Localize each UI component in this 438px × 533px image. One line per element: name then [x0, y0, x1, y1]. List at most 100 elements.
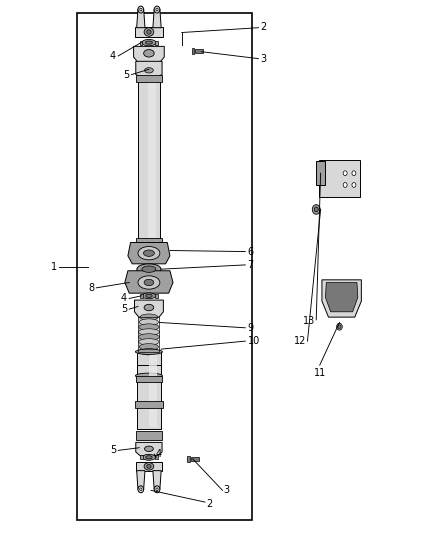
- Polygon shape: [137, 9, 145, 28]
- Bar: [135, 27, 163, 37]
- Ellipse shape: [138, 334, 159, 340]
- Ellipse shape: [144, 250, 154, 256]
- Polygon shape: [153, 9, 161, 28]
- Ellipse shape: [140, 488, 142, 490]
- Bar: [136, 376, 162, 382]
- Bar: [136, 238, 162, 245]
- Ellipse shape: [140, 349, 158, 355]
- Ellipse shape: [135, 373, 162, 378]
- Polygon shape: [134, 46, 164, 62]
- Polygon shape: [134, 300, 163, 317]
- Ellipse shape: [156, 8, 158, 11]
- Polygon shape: [322, 280, 361, 317]
- Ellipse shape: [139, 344, 159, 350]
- Bar: [187, 456, 190, 462]
- Text: 9: 9: [247, 323, 254, 333]
- Bar: [138, 317, 159, 352]
- Text: 10: 10: [247, 336, 260, 346]
- Bar: [191, 457, 199, 461]
- Text: 5: 5: [121, 304, 127, 314]
- Bar: [140, 294, 143, 298]
- Bar: [316, 161, 325, 185]
- Text: 5: 5: [123, 70, 129, 79]
- Ellipse shape: [142, 293, 155, 298]
- Ellipse shape: [135, 349, 162, 354]
- Ellipse shape: [138, 276, 160, 289]
- Text: 3: 3: [223, 486, 230, 495]
- Text: 11: 11: [314, 368, 326, 378]
- Ellipse shape: [139, 324, 159, 330]
- Ellipse shape: [144, 28, 154, 36]
- Bar: [140, 41, 142, 45]
- Ellipse shape: [352, 171, 356, 176]
- Ellipse shape: [144, 304, 154, 311]
- Ellipse shape: [352, 182, 356, 188]
- Bar: [140, 455, 143, 459]
- Ellipse shape: [138, 329, 159, 335]
- Text: 2: 2: [261, 22, 267, 31]
- Ellipse shape: [312, 205, 320, 214]
- Polygon shape: [136, 61, 162, 77]
- Ellipse shape: [144, 463, 154, 470]
- Bar: [155, 455, 158, 459]
- Polygon shape: [153, 471, 161, 489]
- Ellipse shape: [144, 50, 154, 57]
- Text: 12: 12: [294, 336, 307, 346]
- Polygon shape: [128, 243, 170, 264]
- Ellipse shape: [139, 319, 159, 325]
- Ellipse shape: [314, 207, 318, 212]
- Ellipse shape: [139, 338, 159, 345]
- Bar: [149, 353, 157, 375]
- Text: 5: 5: [110, 446, 116, 455]
- Bar: [136, 75, 162, 82]
- Text: 4: 4: [155, 449, 162, 459]
- Bar: [135, 401, 162, 408]
- Text: 1: 1: [51, 262, 57, 271]
- Text: 3: 3: [261, 54, 267, 63]
- Bar: [149, 367, 157, 427]
- Bar: [137, 365, 161, 429]
- Ellipse shape: [145, 68, 153, 73]
- Ellipse shape: [147, 30, 151, 34]
- Ellipse shape: [156, 488, 158, 490]
- Ellipse shape: [145, 446, 153, 451]
- Ellipse shape: [140, 314, 158, 320]
- Ellipse shape: [147, 465, 151, 469]
- Ellipse shape: [142, 454, 155, 461]
- Bar: [319, 160, 360, 197]
- Bar: [138, 78, 160, 241]
- Ellipse shape: [145, 41, 152, 44]
- Text: 8: 8: [88, 283, 94, 293]
- Ellipse shape: [137, 264, 161, 274]
- Polygon shape: [325, 282, 358, 312]
- Bar: [155, 41, 158, 45]
- Text: 4: 4: [121, 294, 127, 303]
- Polygon shape: [136, 442, 162, 456]
- Text: 4: 4: [110, 51, 116, 61]
- Ellipse shape: [154, 486, 160, 492]
- Ellipse shape: [154, 6, 160, 13]
- Bar: [195, 49, 203, 52]
- Polygon shape: [137, 471, 145, 489]
- Ellipse shape: [343, 171, 347, 176]
- Ellipse shape: [138, 486, 144, 492]
- Ellipse shape: [138, 6, 144, 13]
- Text: 7: 7: [247, 260, 254, 270]
- Ellipse shape: [336, 323, 343, 330]
- Polygon shape: [125, 271, 173, 293]
- Bar: [136, 431, 162, 440]
- Ellipse shape: [145, 456, 152, 459]
- Ellipse shape: [142, 266, 156, 272]
- Bar: [192, 47, 194, 53]
- Bar: [136, 462, 162, 471]
- Ellipse shape: [338, 325, 341, 328]
- Text: 2: 2: [206, 499, 212, 508]
- Ellipse shape: [145, 294, 152, 297]
- Bar: [148, 79, 156, 240]
- Ellipse shape: [343, 182, 347, 188]
- Bar: [155, 294, 158, 298]
- Bar: [137, 352, 161, 376]
- Ellipse shape: [142, 39, 156, 46]
- Ellipse shape: [140, 8, 142, 11]
- Text: 6: 6: [247, 247, 254, 256]
